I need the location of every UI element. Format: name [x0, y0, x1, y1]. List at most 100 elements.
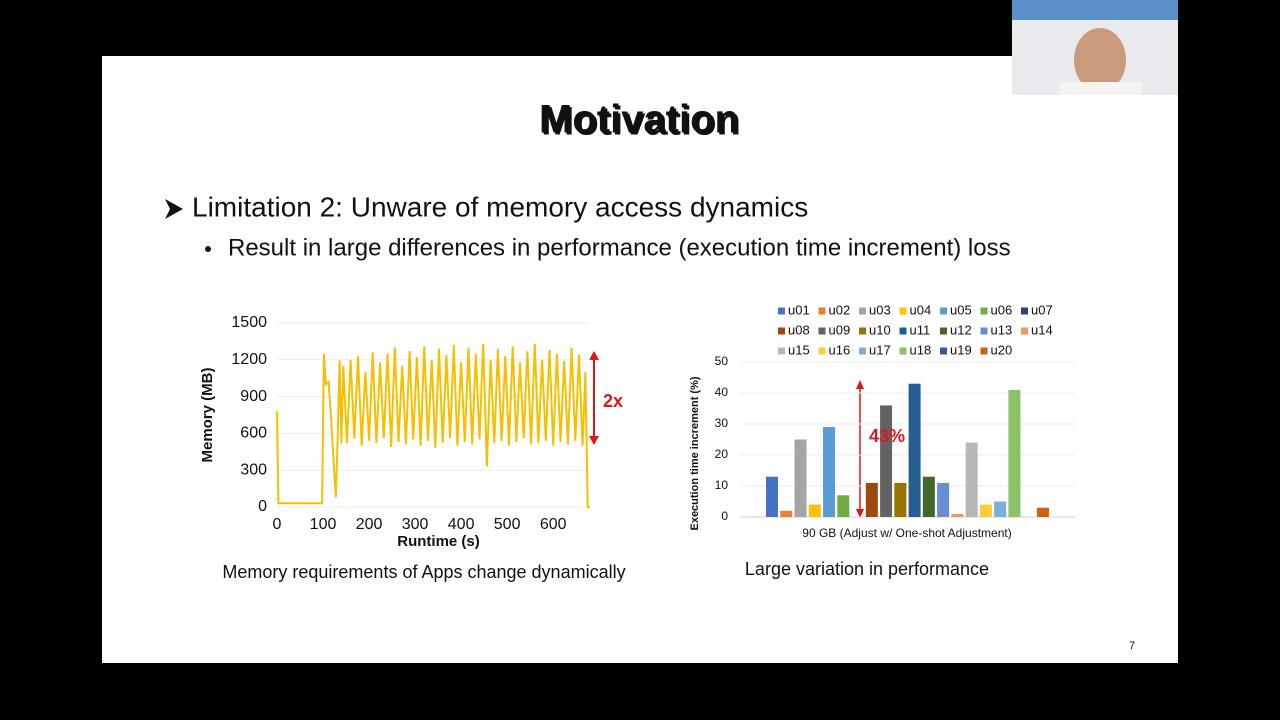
legend-label: u11 — [910, 322, 931, 337]
y-tick-label: 900 — [240, 388, 267, 405]
legend-label: u16 — [829, 342, 851, 357]
bar — [865, 482, 878, 517]
legend-swatch — [1021, 327, 1028, 335]
x-tick-label: 400 — [448, 516, 475, 533]
legend-label: u10 — [869, 322, 891, 337]
legend-label: u15 — [788, 342, 810, 357]
x-axis-label: Runtime (s) — [397, 533, 480, 550]
y-tick-label: 10 — [715, 478, 729, 492]
x-tick-label: 90 GB (Adjust w/ One-shot Adjustment) — [802, 526, 1011, 540]
legend-swatch — [1021, 307, 1028, 315]
y-tick-label: 300 — [240, 461, 267, 478]
bar — [979, 504, 992, 517]
legend-swatch — [980, 327, 988, 335]
y-tick-label: 30 — [715, 416, 729, 430]
bar — [780, 510, 793, 517]
y-tick-label: 40 — [715, 385, 729, 399]
legend-label: u08 — [788, 322, 810, 337]
bar — [1008, 389, 1021, 517]
left-caption: Memory requirements of Apps change dynam… — [222, 562, 625, 582]
legend-swatch — [778, 307, 785, 315]
legend-swatch — [940, 327, 947, 335]
x-tick-label: 600 — [540, 516, 567, 533]
legend-swatch — [899, 327, 907, 335]
bullet-arrow — [165, 199, 183, 219]
webcam-banner — [1012, 0, 1178, 20]
bar — [951, 513, 964, 517]
y-tick-label: 1200 — [231, 351, 267, 368]
bar — [922, 476, 935, 517]
bar — [823, 427, 836, 517]
bar — [880, 405, 893, 517]
legend-swatch — [940, 307, 947, 315]
bar — [1036, 507, 1049, 517]
legend-swatch — [940, 347, 947, 355]
x-tick-label: 500 — [494, 516, 521, 533]
bar — [965, 442, 978, 517]
arrow-head — [856, 509, 864, 518]
y-tick-label: 600 — [240, 425, 267, 442]
bar — [994, 501, 1007, 517]
page-number: 7 — [1129, 640, 1135, 652]
legend-label: u03 — [869, 302, 891, 317]
x-tick-label: 300 — [402, 516, 429, 533]
legend-label: u20 — [991, 342, 1013, 357]
bar — [794, 439, 807, 517]
legend-swatch — [859, 307, 866, 315]
legend-label: u04 — [910, 302, 932, 317]
y-tick-label: 1500 — [231, 314, 267, 331]
legend-swatch — [818, 347, 826, 355]
legend-swatch — [899, 347, 907, 355]
legend-swatch — [859, 347, 866, 355]
data-line — [276, 343, 590, 508]
legend-label: u07 — [1031, 302, 1053, 317]
arrow-head — [589, 351, 599, 360]
legend-label: u09 — [829, 322, 851, 337]
arrow-head — [856, 380, 864, 389]
legend-swatch — [818, 307, 826, 315]
bar — [937, 482, 950, 517]
legend-label: u01 — [788, 302, 810, 317]
annotation: 43% — [869, 426, 905, 446]
y-tick-label: 0 — [721, 509, 728, 523]
legend-swatch — [980, 347, 988, 355]
legend-label: u02 — [829, 302, 851, 317]
legend-label: u17 — [869, 342, 891, 357]
legend-label: u14 — [1031, 322, 1053, 337]
bar — [808, 504, 821, 517]
legend-label: u06 — [991, 302, 1013, 317]
legend-swatch — [818, 327, 826, 335]
webcam-shirt — [1060, 82, 1142, 95]
legend-swatch — [859, 327, 866, 335]
bullet: Limitation 2: Unware of memory access dy… — [192, 191, 808, 222]
x-tick-label: 0 — [273, 516, 282, 533]
legend-label: u05 — [950, 302, 972, 317]
annotation: 2x — [603, 391, 623, 411]
right-caption: Large variation in performance — [745, 559, 989, 579]
y-axis-label: Execution time increment (%) — [689, 376, 701, 530]
webcam-person — [1074, 28, 1126, 92]
bar — [908, 383, 921, 517]
sub-bullet: Result in large differences in performan… — [228, 234, 1011, 261]
arrow-head — [589, 436, 599, 445]
slide-title: Motivation — [539, 98, 739, 142]
legend-label: u18 — [910, 342, 932, 357]
y-tick-label: 0 — [258, 498, 267, 515]
legend-swatch — [980, 307, 988, 315]
x-tick-label: 200 — [356, 516, 383, 533]
legend-label: u19 — [950, 342, 972, 357]
y-tick-label: 50 — [715, 354, 729, 368]
bar — [837, 495, 850, 517]
bar — [894, 482, 907, 517]
legend-swatch — [899, 307, 907, 315]
bar — [766, 476, 778, 517]
legend-label: u13 — [991, 322, 1013, 337]
y-tick-label: 20 — [715, 447, 729, 461]
title-shadow: Motivation — [541, 100, 741, 144]
legend-swatch — [778, 347, 785, 355]
legend-swatch — [778, 327, 785, 335]
legend-label: u12 — [950, 322, 972, 337]
x-tick-label: 100 — [310, 516, 337, 533]
